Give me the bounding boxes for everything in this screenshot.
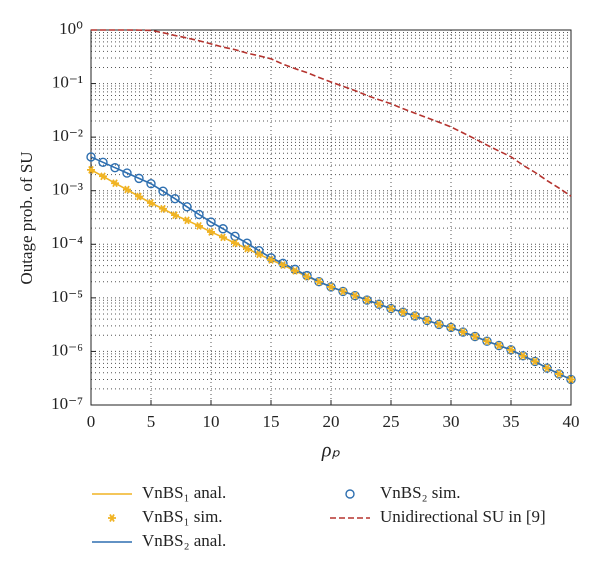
x-tick-label: 10	[203, 412, 220, 431]
y-tick-label: 10⁻⁶	[51, 340, 83, 359]
legend-swatch	[345, 489, 355, 499]
star-marker	[279, 261, 287, 269]
x-tick-label: 5	[147, 412, 156, 431]
star-marker	[315, 277, 323, 286]
star-marker	[471, 332, 479, 341]
star-marker	[147, 199, 155, 207]
legend-label: VnBS₂ anal.	[142, 531, 226, 550]
star-marker	[219, 233, 227, 242]
star-marker	[519, 351, 527, 360]
circle-marker	[302, 270, 312, 281]
star-marker	[459, 328, 467, 336]
legend-label: VnBS₁ anal.	[142, 483, 226, 502]
star-marker	[207, 227, 215, 236]
star-marker	[339, 287, 347, 296]
star-marker	[171, 211, 179, 220]
y-tick-label: 10⁻¹	[52, 72, 83, 91]
x-tick-label: 0	[87, 412, 96, 431]
legend-swatch	[108, 514, 116, 522]
star-marker	[243, 244, 251, 253]
star-marker	[87, 165, 95, 174]
x-tick-label: 20	[323, 412, 340, 431]
star-marker	[555, 369, 563, 378]
star-marker	[567, 375, 575, 384]
star-marker	[303, 272, 311, 281]
circle-marker	[122, 168, 132, 178]
circle-marker	[194, 209, 204, 220]
star-marker	[99, 172, 107, 181]
plot-frame	[90, 29, 572, 406]
circle-marker	[158, 186, 168, 196]
series-line	[91, 29, 572, 197]
legend-label: Unidirectional SU in [9]	[380, 507, 546, 526]
star-marker	[231, 239, 239, 248]
star-marker	[507, 345, 515, 354]
y-tick-label: 10⁻⁷	[51, 394, 83, 413]
y-axis-title: Outage prob. of SU	[17, 151, 36, 284]
star-marker	[543, 364, 551, 372]
x-tick-label: 25	[383, 412, 400, 431]
y-tick-label: 10⁻⁴	[51, 233, 83, 252]
star-marker	[159, 204, 167, 213]
circle-marker	[266, 253, 276, 263]
star-marker	[423, 316, 431, 325]
star-marker	[111, 179, 119, 188]
star-marker	[327, 282, 335, 291]
y-tick-label: 10⁻²	[52, 126, 83, 145]
star-marker	[183, 216, 191, 225]
star-marker	[531, 357, 539, 366]
circle-marker	[206, 217, 216, 227]
star-marker	[195, 221, 203, 230]
circle-marker	[278, 258, 288, 269]
y-tick-label: 10⁻³	[52, 180, 83, 199]
star-marker	[255, 250, 263, 259]
star-marker	[447, 323, 455, 332]
circle-marker	[110, 162, 120, 173]
circle-marker	[290, 264, 300, 275]
x-tick-label: 40	[563, 412, 580, 431]
star-marker	[411, 311, 419, 320]
x-axis-title: ρₚ	[321, 440, 341, 462]
circle-marker	[134, 173, 144, 184]
circle-marker	[230, 231, 240, 241]
star-marker	[483, 337, 491, 346]
circle-marker	[146, 179, 156, 189]
star-marker	[135, 192, 143, 201]
circle-marker	[98, 157, 108, 168]
star-marker	[435, 320, 443, 329]
y-tick-label: 10⁻⁵	[51, 287, 83, 306]
star-marker	[351, 291, 359, 300]
x-tick-label: 15	[263, 412, 280, 431]
x-tick-label: 30	[443, 412, 460, 431]
star-marker	[399, 308, 407, 317]
circle-marker	[170, 193, 180, 204]
star-marker	[123, 185, 131, 194]
circle-marker	[182, 202, 192, 212]
star-marker	[267, 256, 275, 264]
star-marker	[375, 300, 383, 309]
circle-marker	[218, 224, 228, 234]
star-marker	[291, 266, 299, 275]
star-marker	[387, 304, 395, 313]
circle-marker	[86, 152, 96, 162]
legend-label: VnBS₂ sim.	[380, 483, 461, 502]
x-tick-label: 35	[503, 412, 520, 431]
star-marker	[363, 296, 371, 304]
y-tick-label: 10⁰	[59, 19, 83, 38]
legend-label: VnBS₁ sim.	[142, 507, 223, 526]
star-marker	[495, 341, 503, 350]
